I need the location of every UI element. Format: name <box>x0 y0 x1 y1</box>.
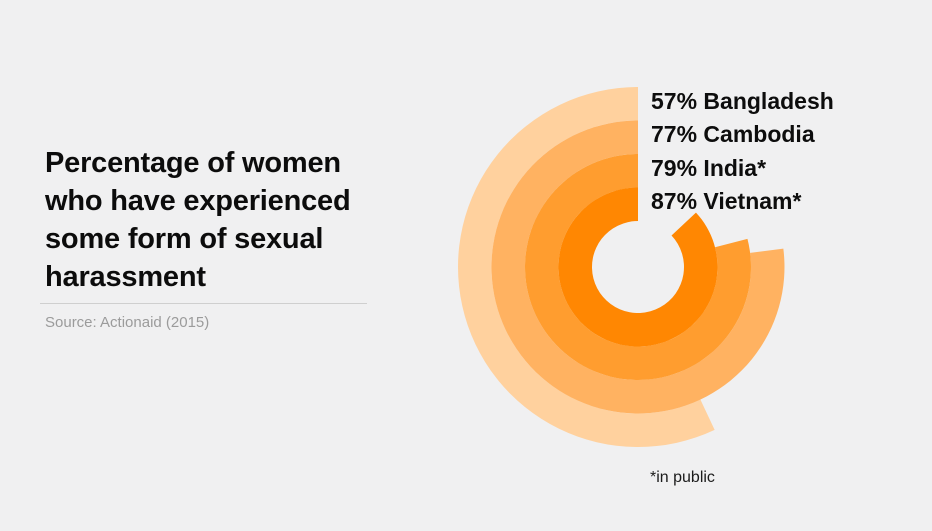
legend-item-india: 79% India* <box>651 154 767 181</box>
chart-footnote: *in public <box>650 469 715 486</box>
arc-bangladesh <box>458 87 715 447</box>
chart-legend: 57% Bangladesh 77% Cambodia 79% India* 87% … <box>651 85 834 218</box>
chart-title: Percentage of women who have experienced… <box>45 147 351 293</box>
source-caption: Source: Actionaid (2015) <box>45 314 210 331</box>
radial-bar-chart <box>458 87 818 447</box>
arc-india <box>524 154 751 380</box>
legend-item-bangladesh: 57% Bangladesh <box>651 88 834 114</box>
legend-item-vietnam: 87% Vietnam* <box>651 187 802 214</box>
radial-bar-chart-svg <box>458 87 785 447</box>
arc-vietnam <box>558 187 718 347</box>
title-divider <box>40 303 367 304</box>
legend-item-cambodia: 77% Cambodia <box>651 121 815 148</box>
